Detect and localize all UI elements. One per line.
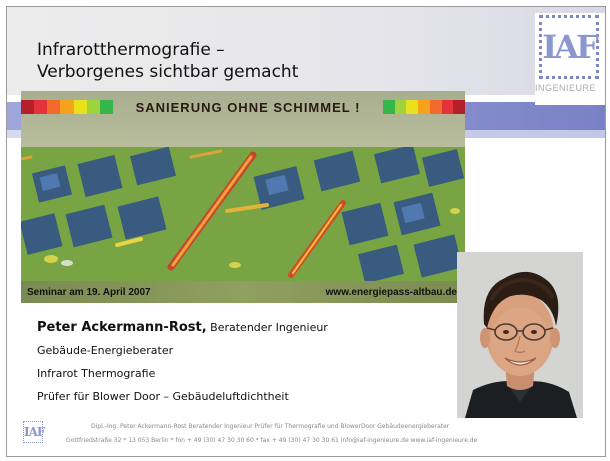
banner-footer: Seminar am 19. April 2007 www.energiepas… xyxy=(21,281,465,303)
presenter-name: Peter Ackermann-Rost, xyxy=(37,320,207,335)
color-swatch xyxy=(21,100,35,114)
qualification-1: Gebäude-Energieberater xyxy=(37,344,174,357)
thermography-image xyxy=(21,147,465,281)
color-swatch xyxy=(34,100,48,114)
seminar-date: Seminar am 19. April 2007 xyxy=(27,287,151,298)
banner-header: SANIERUNG OHNE SCHIMMEL ! xyxy=(21,91,465,147)
qualification-2: Infrarot Thermografie xyxy=(37,367,156,380)
color-swatch xyxy=(383,100,395,114)
color-swatch xyxy=(441,100,454,114)
title-band xyxy=(7,7,605,95)
footer-line-2: Gottfriedstraße 32 * 13 053 Berlin * fon… xyxy=(66,437,478,444)
color-swatch xyxy=(47,100,61,114)
banner-website: www.energiepass-altbau.de xyxy=(325,287,457,298)
footer: IAF Dipl.-Ing. Peter Ackermann-Rost Bera… xyxy=(7,411,605,456)
banner-headline: SANIERUNG OHNE SCHIMMEL ! xyxy=(135,100,361,115)
presenter-role: Beratender Ingenieur xyxy=(210,321,328,334)
slide-title: Infrarotthermografie – Verborgenes sicht… xyxy=(37,39,298,83)
seminar-banner: SANIERUNG OHNE SCHIMMEL ! xyxy=(21,91,465,303)
color-swatch xyxy=(99,100,113,114)
colorbar-right xyxy=(383,100,465,114)
logo-mark: IAF xyxy=(542,28,599,66)
color-swatch xyxy=(429,100,442,114)
title-line-2: Verborgenes sichtbar gemacht xyxy=(37,62,299,82)
qualification-3: Prüfer für Blower Door – Gebäudeluftdich… xyxy=(37,390,289,403)
color-swatch xyxy=(394,100,407,114)
color-swatch xyxy=(453,100,465,114)
colorbar-left xyxy=(21,100,113,114)
footer-logo: IAF xyxy=(23,421,45,443)
color-swatch xyxy=(406,100,419,114)
color-swatch xyxy=(86,100,100,114)
company-logo: IAF INGENIEURE xyxy=(535,13,605,105)
logo-subtitle: INGENIEURE xyxy=(535,83,597,93)
logo-frame: IAF xyxy=(539,15,599,79)
color-swatch xyxy=(73,100,87,114)
footer-line-1: Dipl.-Ing. Peter Ackermann-Rost Beratend… xyxy=(91,423,450,430)
presenter-info: Peter Ackermann-Rost, Beratender Ingenie… xyxy=(37,321,328,413)
title-line-1: Infrarotthermografie – xyxy=(37,40,225,60)
color-swatch xyxy=(418,100,430,114)
color-swatch xyxy=(60,100,74,114)
presenter-name-line: Peter Ackermann-Rost, Beratender Ingenie… xyxy=(37,321,328,344)
presenter-photo xyxy=(457,252,583,418)
slide: Infrarotthermografie – Verborgenes sicht… xyxy=(6,6,606,457)
